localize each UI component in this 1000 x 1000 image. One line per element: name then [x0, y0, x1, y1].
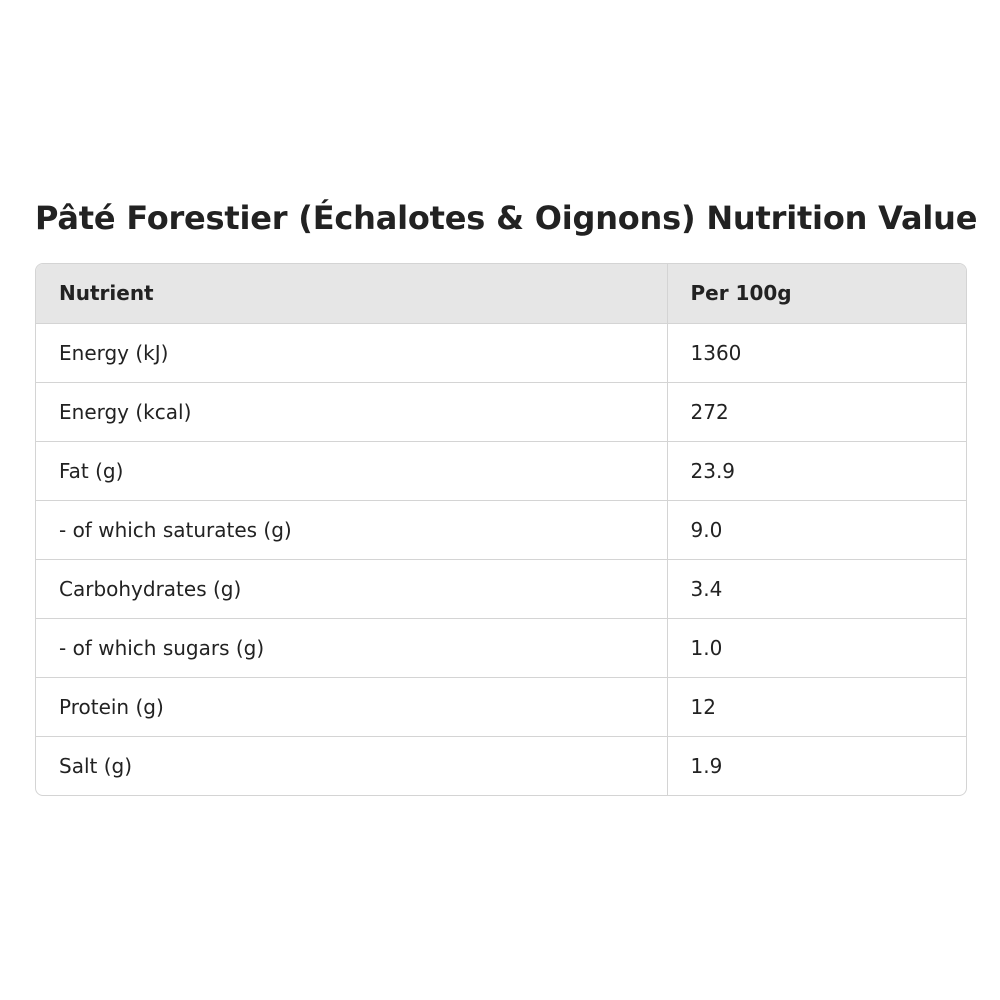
nutrient-name: Carbohydrates (g)	[36, 559, 667, 619]
table-row: Salt (g) 1.9	[36, 736, 966, 795]
nutrient-value: 3.4	[666, 559, 966, 619]
table-row: Fat (g) 23.9	[36, 441, 966, 501]
header-row: Nutrient Per 100g	[36, 264, 966, 324]
nutrient-value: 1.0	[666, 618, 966, 678]
nutrient-name: Energy (kJ)	[36, 323, 667, 383]
nutrient-name: Fat (g)	[36, 441, 667, 501]
table-body: Energy (kJ) 1360 Energy (kcal) 272 Fat (…	[36, 323, 966, 795]
nutrition-panel: Pâté Forestier (Échalotes & Oignons) Nut…	[35, 197, 978, 796]
table-row: Energy (kJ) 1360	[36, 323, 966, 383]
nutrient-name: - of which sugars (g)	[36, 618, 667, 678]
header-nutrient: Nutrient	[36, 264, 667, 324]
table-row: Carbohydrates (g) 3.4	[36, 559, 966, 619]
nutrient-value: 272	[666, 382, 966, 442]
table-row: - of which saturates (g) 9.0	[36, 500, 966, 560]
nutrient-value: 23.9	[666, 441, 966, 501]
nutrient-name: - of which saturates (g)	[36, 500, 667, 560]
table-header: Nutrient Per 100g	[36, 264, 966, 324]
header-per-100g: Per 100g	[666, 264, 966, 324]
nutrient-value: 1.9	[666, 736, 966, 795]
nutrition-table-container: Nutrient Per 100g Energy (kJ) 1360 Energ…	[35, 263, 967, 796]
table-row: - of which sugars (g) 1.0	[36, 618, 966, 678]
nutrition-table: Nutrient Per 100g Energy (kJ) 1360 Energ…	[36, 264, 966, 795]
nutrient-name: Energy (kcal)	[36, 382, 667, 442]
table-row: Energy (kcal) 272	[36, 382, 966, 442]
table-row: Protein (g) 12	[36, 677, 966, 737]
nutrient-value: 9.0	[666, 500, 966, 560]
nutrient-name: Salt (g)	[59, 753, 133, 778]
nutrient-name: Protein (g)	[36, 677, 667, 737]
nutrient-value: 1360	[666, 323, 966, 383]
page-title: Pâté Forestier (Échalotes & Oignons) Nut…	[35, 199, 978, 237]
nutrient-value: 12	[666, 677, 966, 737]
